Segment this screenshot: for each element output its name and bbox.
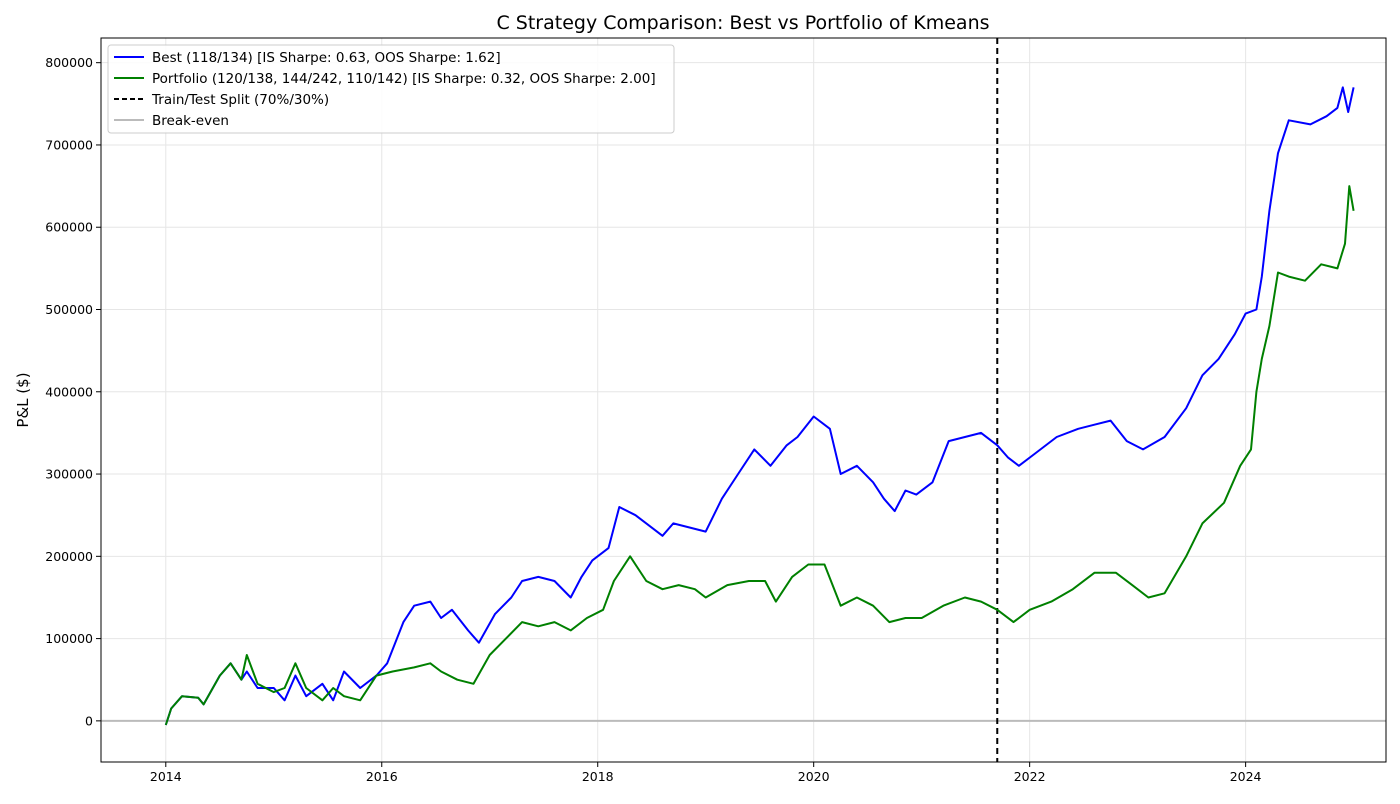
series-line-portfolio [164, 185, 1355, 726]
y-tick-label: 0 [85, 713, 93, 728]
x-tick-label: 2020 [798, 769, 830, 784]
y-axis-label: P&L ($) [14, 372, 32, 427]
x-tick-label: 2024 [1230, 769, 1262, 784]
legend-entry-label: Train/Test Split (70%/30%) [151, 92, 329, 108]
legend-entry-label: Break-even [152, 113, 229, 129]
y-tick-label: 100000 [45, 631, 93, 646]
axes: 2014 2016 2018 2020 2022 2024 0 100000 200000 300… [45, 37, 1387, 784]
y-tick-label: 300000 [45, 467, 93, 482]
y-tick-label: 500000 [45, 302, 93, 317]
x-tick-label: 2014 [150, 769, 182, 784]
y-tick-label: 700000 [45, 137, 93, 152]
x-tick-label: 2016 [366, 769, 398, 784]
chart-title: C Strategy Comparison: Best vs Portfolio… [496, 12, 989, 34]
y-tick-label: 800000 [45, 55, 93, 70]
y-tick-label: 600000 [45, 220, 93, 235]
series-line-best [164, 86, 1355, 726]
plot-frame [100, 37, 1387, 763]
x-tick-label: 2022 [1014, 769, 1046, 784]
legend-entry-label: Portfolio (120/138, 144/242, 110/142) [I… [152, 71, 656, 87]
series-lines [164, 86, 1355, 726]
x-tick-label: 2018 [582, 769, 614, 784]
reference-lines [101, 38, 1386, 762]
legend-box [107, 44, 675, 134]
legend-entry-label: Best (118/134) [IS Sharpe: 0.63, OOS Sha… [152, 50, 501, 66]
legend: Best (118/134) [IS Sharpe: 0.63, OOS Sha… [107, 44, 675, 134]
y-tick-label: 200000 [45, 549, 93, 564]
grid [101, 38, 1386, 762]
y-tick-label: 400000 [45, 384, 93, 399]
